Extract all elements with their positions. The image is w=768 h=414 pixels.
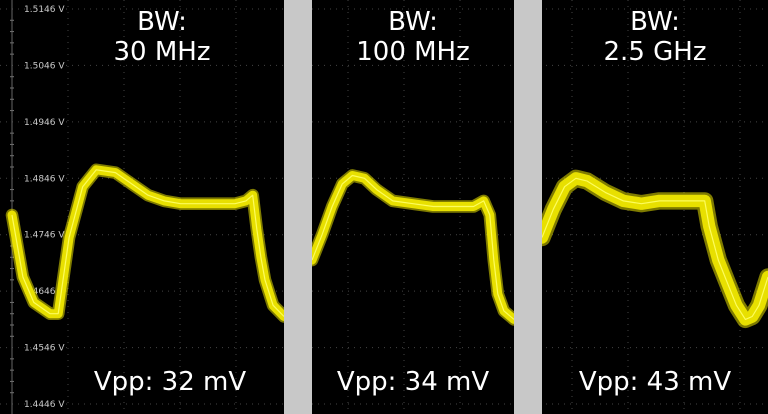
y-tick-label: 1.4746 V [24, 231, 65, 241]
trace-core-3 [541, 177, 768, 320]
bandwidth-label-line2: 100 MHz [356, 37, 470, 67]
y-tick-label: 1.4946 V [24, 118, 65, 128]
bandwidth-label-line1: BW: [137, 7, 187, 37]
trace-core-2 [311, 174, 515, 320]
bandwidth-label-line1: BW: [388, 7, 438, 37]
y-tick-label: 1.4846 V [24, 174, 65, 184]
panel-separator-1 [284, 0, 312, 414]
panel-separator-2 [514, 0, 542, 414]
y-tick-label: 1.4446 V [24, 400, 65, 410]
bandwidth-label-line2: 2.5 GHz [604, 37, 707, 67]
y-tick-label: 1.4546 V [24, 344, 65, 354]
trace-core-1 [11, 169, 285, 317]
waveform-traces [5, 163, 768, 329]
y-axis-tick-labels: 1.5146 V 1.5046 V 1.4946 V 1.4846 V 1.4746 V… [24, 5, 65, 410]
panel-separators [284, 0, 542, 414]
bandwidth-label-line2: 30 MHz [114, 37, 211, 67]
y-tick-label: 1.5146 V [24, 5, 65, 15]
vpp-measurement: Vpp: 43 mV [579, 367, 731, 397]
vpp-measurement: Vpp: 32 mV [94, 367, 246, 397]
y-tick-label: 1.5046 V [24, 61, 65, 71]
y-tick-label: 1.4646 V [24, 287, 65, 297]
bandwidth-label-line1: BW: [630, 7, 680, 37]
vpp-measurement: Vpp: 34 mV [337, 367, 489, 397]
